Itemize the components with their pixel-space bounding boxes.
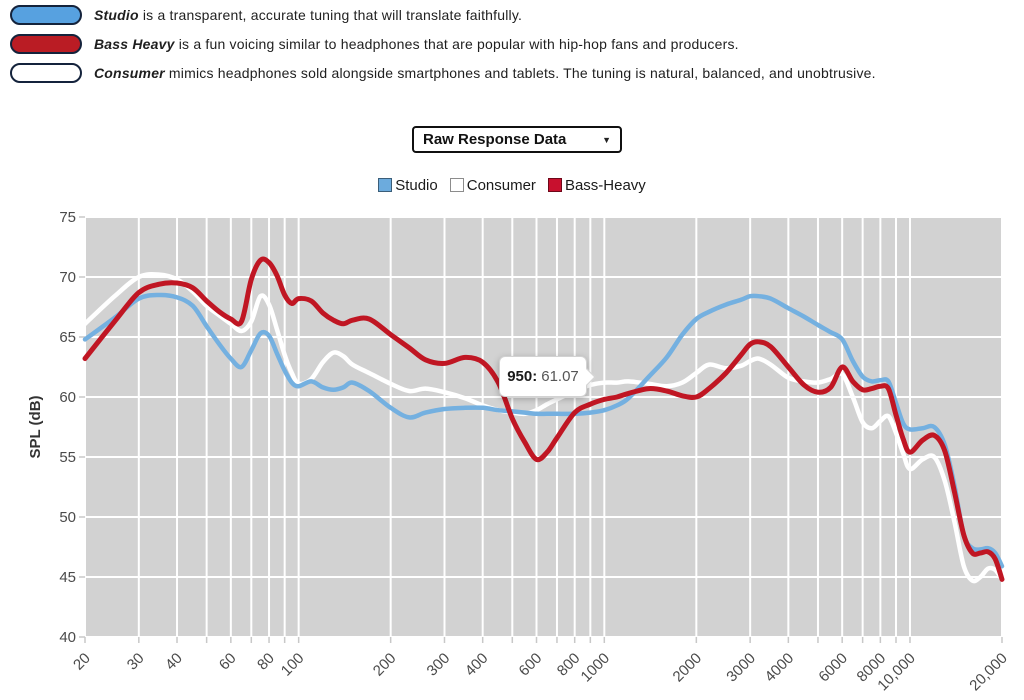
tooltip-value: 61.07 bbox=[541, 368, 579, 385]
chart-legend: Studio Consumer Bass-Heavy bbox=[0, 175, 1024, 195]
x-tick-label: 6000 bbox=[815, 650, 851, 686]
x-tick-label: 600 bbox=[516, 650, 546, 680]
x-tick-label: 60 bbox=[216, 650, 240, 674]
x-tick-label: 2000 bbox=[670, 650, 706, 686]
bass-heavy-pill-icon bbox=[10, 33, 82, 54]
legend-item-consumer[interactable]: Consumer bbox=[449, 176, 536, 194]
plot-area[interactable] bbox=[85, 217, 1002, 637]
response-data-selected-value: Raw Response Data bbox=[423, 131, 567, 148]
legend-label-studio: Studio bbox=[395, 176, 438, 194]
x-tick-label: 20 bbox=[70, 650, 94, 674]
tooltip-frequency: 950: bbox=[507, 368, 538, 385]
series-line-consumer[interactable] bbox=[82, 271, 1005, 584]
x-tick-label: 40 bbox=[162, 650, 186, 674]
y-tick-label: 75 bbox=[59, 209, 76, 226]
series-line-studio[interactable] bbox=[82, 292, 1005, 569]
intro-text-consumer: Consumer mimics headphones sold alongsid… bbox=[94, 65, 876, 81]
intro-row-bass-heavy: Bass Heavy is a fun voicing similar to h… bbox=[10, 33, 876, 54]
y-tick-label: 55 bbox=[59, 449, 76, 466]
response-data-select[interactable]: Raw Response Data ▼ bbox=[412, 126, 622, 153]
x-tick-label: 4000 bbox=[762, 650, 798, 686]
intro-key-bass-heavy: Bass Heavy bbox=[94, 35, 175, 52]
y-tick-label: 50 bbox=[59, 509, 76, 526]
consumer-pill-icon bbox=[10, 62, 82, 83]
y-tick-label: 65 bbox=[59, 329, 76, 346]
bass-heavy-swatch-icon bbox=[547, 178, 562, 192]
legend-label-consumer: Consumer bbox=[466, 176, 536, 194]
chart-tooltip: 950: 61.07 bbox=[499, 356, 596, 397]
consumer-swatch-icon bbox=[449, 178, 464, 192]
legend-label-bass-heavy: Bass-Heavy bbox=[564, 176, 646, 194]
y-axis-title: SPL (dB) bbox=[27, 395, 44, 458]
y-tick-label: 60 bbox=[59, 389, 76, 406]
y-tick-label: 70 bbox=[59, 269, 76, 286]
studio-pill-icon bbox=[10, 4, 82, 25]
y-tick-label: 45 bbox=[59, 569, 76, 586]
x-tick-label: 100 bbox=[278, 650, 308, 680]
x-tick-label: 3000 bbox=[723, 650, 759, 686]
intro-text-bass-heavy: Bass Heavy is a fun voicing similar to h… bbox=[94, 36, 739, 52]
x-tick-label: 1000 bbox=[578, 650, 614, 686]
legend-item-bass-heavy[interactable]: Bass-Heavy bbox=[547, 176, 646, 194]
frequency-response-chart[interactable]: 75 70 65 60 55 50 45 40 20 30 40 60 80 100 200 300 400 60… bbox=[0, 200, 1024, 700]
intro-row-studio: Studio is a transparent, accurate tuning… bbox=[10, 4, 876, 25]
x-tick-label: 30 bbox=[124, 650, 148, 674]
intro-key-consumer: Consumer bbox=[94, 64, 165, 81]
intro-text-studio: Studio is a transparent, accurate tuning… bbox=[94, 7, 522, 23]
x-tick-label: 300 bbox=[424, 650, 454, 680]
studio-swatch-icon bbox=[378, 178, 393, 192]
chevron-down-icon: ▼ bbox=[602, 134, 611, 145]
intro-rest-bass-heavy: is a fun voicing similar to headphones t… bbox=[174, 35, 739, 52]
x-tick-label: 400 bbox=[462, 650, 492, 680]
intro-row-consumer: Consumer mimics headphones sold alongsid… bbox=[10, 62, 876, 83]
intro-legend: Studio is a transparent, accurate tuning… bbox=[10, 4, 876, 91]
intro-rest-consumer: mimics headphones sold alongside smartph… bbox=[164, 64, 876, 81]
intro-rest-studio: is a transparent, accurate tuning that w… bbox=[138, 6, 523, 23]
intro-key-studio: Studio bbox=[94, 6, 139, 23]
series-line-bass-heavy[interactable] bbox=[82, 256, 1005, 582]
x-tick-label: 200 bbox=[370, 650, 400, 680]
legend-item-studio[interactable]: Studio bbox=[378, 177, 438, 194]
y-tick-label: 40 bbox=[59, 629, 76, 646]
x-tick-label: 20,000 bbox=[966, 650, 1010, 694]
x-tick-label: 80 bbox=[254, 650, 278, 674]
